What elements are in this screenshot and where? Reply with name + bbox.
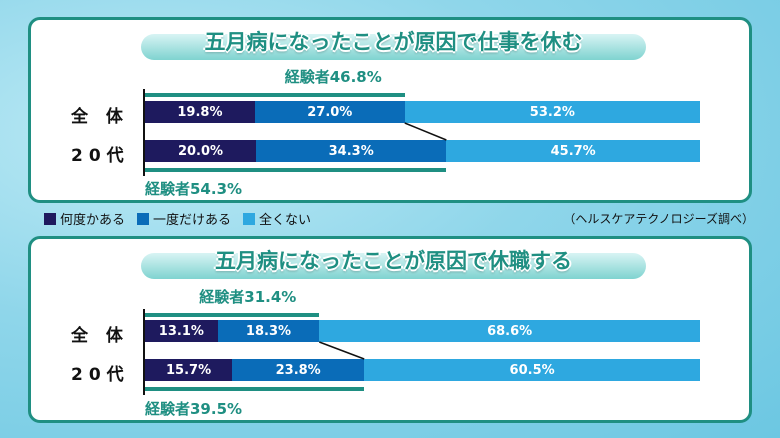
connector <box>319 341 365 360</box>
legend-swatch <box>137 212 150 225</box>
experience-label: 経験者39.5% <box>145 400 243 418</box>
bar-segment: 19.8% <box>145 101 255 123</box>
legend-swatch <box>243 212 256 225</box>
axis-line <box>143 89 145 176</box>
bar-segment: 13.1% <box>145 320 218 342</box>
row-label: 20代 <box>71 146 130 166</box>
axis-line <box>143 309 145 395</box>
title-band: 五月病になったことが原因で仕事を休む <box>141 30 646 60</box>
legend-item-once: 一度だけある <box>137 209 231 228</box>
experience-bar <box>145 387 365 391</box>
legend-item-often: 何度かある <box>44 209 125 228</box>
experience-label: 経験者46.8% <box>284 68 382 86</box>
source-note: （ヘルスケアテクノロジーズ調べ） <box>563 212 754 226</box>
legend-item-never: 全くない <box>243 209 311 228</box>
chart-panel-leave-of-absence: 五月病になったことが原因で休職する 全 体 13.1% 18.3% 68.6% 20代 1… <box>28 236 752 423</box>
connector-line <box>319 341 365 360</box>
chart-panel-work-absence: 五月病になったことが原因で仕事を休む 全 体 19.8% 27.0% 53.2% 20代… <box>28 17 752 203</box>
connector-line <box>404 122 447 141</box>
bar-segment: 53.2% <box>404 101 700 123</box>
experience-label: 経験者54.3% <box>145 180 243 198</box>
experience-bar <box>145 93 405 97</box>
bar-segment: 20.0% <box>145 140 256 162</box>
chart-title: 五月病になったことが原因で休職する <box>215 249 572 273</box>
bar-segment: 15.7% <box>145 359 233 381</box>
connector <box>404 122 447 141</box>
legend-swatch <box>44 212 56 225</box>
experience-label: 経験者31.4% <box>199 288 297 306</box>
title-band: 五月病になったことが原因で休職する <box>141 249 646 279</box>
bar-segment: 23.8% <box>232 359 365 381</box>
row-label: 全 体 <box>71 326 129 346</box>
row-label: 20代 <box>71 365 130 385</box>
bar-segment: 27.0% <box>254 101 405 123</box>
bar-segment: 45.7% <box>446 140 700 162</box>
bar-segment: 34.3% <box>256 140 447 162</box>
legend-label: 何度かある <box>60 213 126 228</box>
legend-label: 全くない <box>259 213 312 228</box>
legend: 何度かある 一度だけある 全くない <box>44 209 311 228</box>
row-label: 全 体 <box>71 107 129 127</box>
experience-bar <box>145 168 447 172</box>
chart-title: 五月病になったことが原因で仕事を休む <box>204 30 583 54</box>
bar-segment: 68.6% <box>319 320 700 342</box>
experience-bar <box>145 313 320 317</box>
bar-segment: 60.5% <box>364 359 700 381</box>
legend-label: 一度だけある <box>153 213 232 228</box>
bar-segment: 18.3% <box>217 320 320 342</box>
